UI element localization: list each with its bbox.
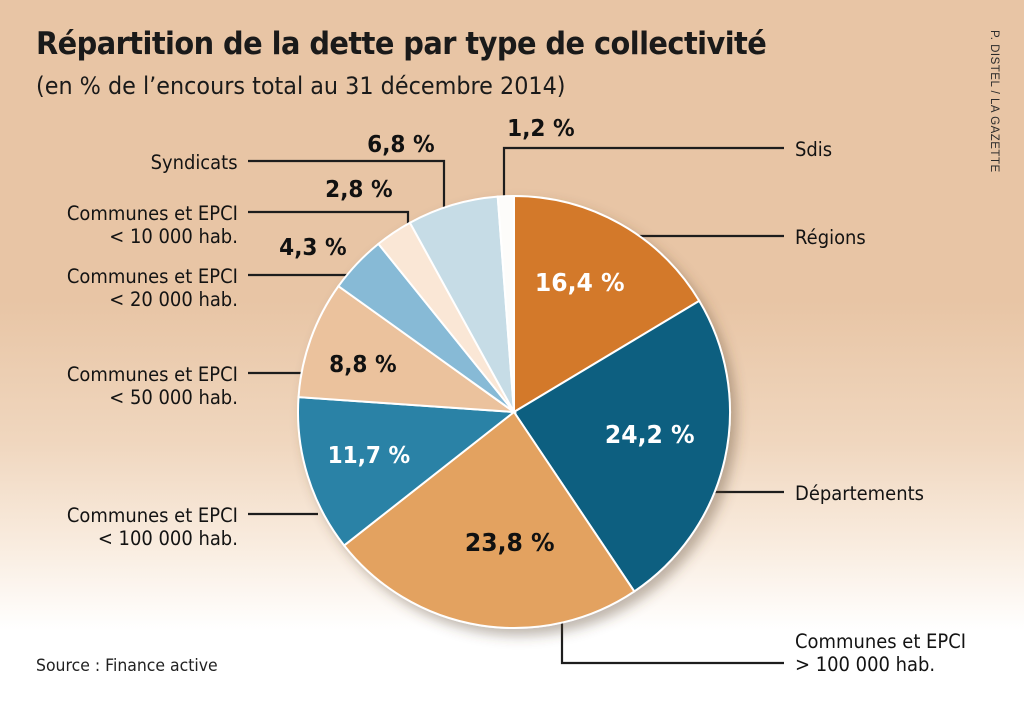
callout-label-communes-50000-line1: Communes et EPCI [66, 363, 238, 386]
slice-value-syndicats: 6,8 % [367, 132, 435, 158]
callout-label-communes-sup-100000-line2: > 100 000 hab. [795, 653, 936, 676]
pie-slice[interactable] [297, 396, 517, 547]
leader-line-sdis [502, 146, 784, 197]
callout-label-syndicats: Syndicats [151, 151, 238, 174]
callout-label-communes-sup-100000-line1: Communes et EPCI [795, 630, 967, 653]
leader-line-syndicats [248, 159, 446, 218]
callout-label-communes-100000-line2: < 100 000 hab. [97, 527, 238, 550]
callout-label-sdis-line1: Sdis [795, 138, 833, 161]
callout-label-regions-line1: Régions [795, 226, 866, 249]
slice-value-communes-50000: 8,8 % [329, 352, 397, 378]
slice-value-regions: 16,4 % [534, 268, 625, 297]
slice-value-communes-100000: 11,7 % [327, 443, 411, 469]
callout-label-communes-20000-line1: Communes et EPCI [66, 265, 238, 288]
pie-slice[interactable] [297, 284, 518, 414]
slice-value-communes-10000: 2,8 % [325, 177, 393, 203]
callout-label-communes-10000-line2: < 10 000 hab. [109, 225, 238, 248]
callout-label-sdis: Sdis [795, 138, 832, 161]
pie-slice[interactable] [512, 299, 731, 593]
callout-label-communes-10000: Communes et EPCI < 10 000 hab. [67, 202, 238, 248]
callout-label-communes-sup-100000: Communes et EPCI > 100 000 hab. [795, 630, 966, 676]
pie-slice[interactable] [342, 410, 636, 629]
callout-label-communes-100000-line1: Communes et EPCI [66, 504, 238, 527]
page-subtitle: (en % de l’encours total au 31 décembre … [36, 72, 566, 100]
slice-value-departements: 24,2 % [604, 420, 695, 449]
pie-slice[interactable] [496, 194, 515, 413]
callout-label-communes-100000: Communes et EPCI < 100 000 hab. [67, 504, 238, 550]
leader-line-communes-sup-100000 [560, 620, 784, 665]
callout-label-communes-50000-line2: < 50 000 hab. [109, 386, 238, 409]
slice-value-sdis: 1,2 % [507, 116, 575, 142]
pie-body [297, 194, 731, 629]
pie-slice[interactable] [513, 194, 701, 414]
callout-label-communes-20000: Communes et EPCI < 20 000 hab. [67, 265, 238, 311]
callout-label-communes-10000-line1: Communes et EPCI [66, 202, 238, 225]
callout-label-communes-20000-line2: < 20 000 hab. [109, 288, 238, 311]
callout-label-departements: Départements [795, 482, 924, 505]
source-note: Source : Finance active [36, 656, 218, 675]
callout-label-syndicats-line1: Syndicats [151, 151, 238, 174]
slice-value-communes-sup-100000: 23,8 % [464, 528, 555, 557]
callout-label-departements-line1: Départements [795, 482, 924, 505]
callout-label-communes-50000: Communes et EPCI < 50 000 hab. [67, 363, 238, 409]
callout-label-regions: Régions [795, 226, 866, 249]
slice-value-communes-20000: 4,3 % [279, 235, 347, 261]
page-title: Répartition de la dette par type de coll… [36, 26, 767, 62]
